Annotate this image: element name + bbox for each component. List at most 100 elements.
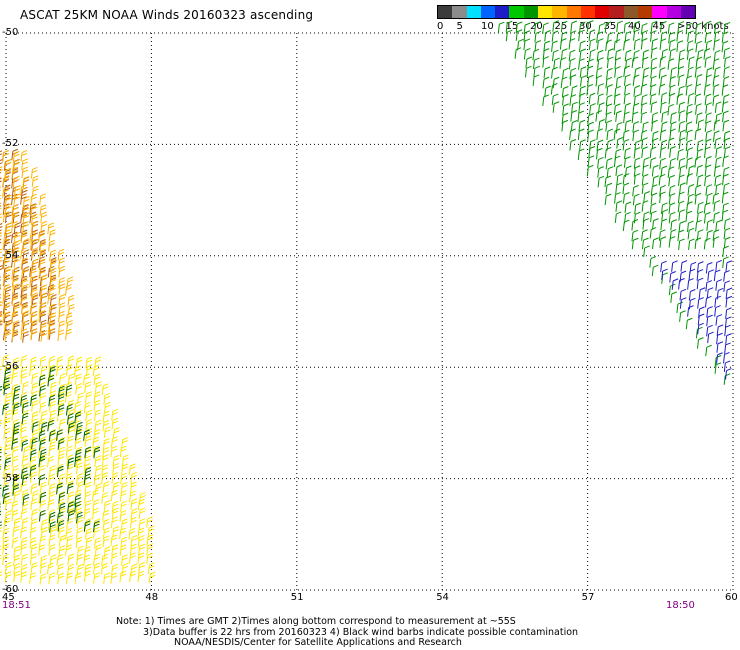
- wind-barb: [49, 312, 57, 324]
- wind-barb: [57, 385, 65, 398]
- wind-barb: [21, 401, 29, 414]
- wind-barb: [129, 570, 136, 582]
- wind-barb: [515, 29, 523, 41]
- wind-barb: [58, 320, 65, 332]
- wind-barb: [66, 535, 73, 547]
- wind-barb: [497, 21, 505, 34]
- wind-barb: [694, 66, 702, 78]
- wind-barb: [93, 391, 101, 403]
- wind-barb: [11, 204, 19, 216]
- wind-barb: [579, 139, 586, 151]
- wind-barb: [694, 192, 702, 205]
- wind-barb: [12, 402, 20, 415]
- wind-barb: [58, 257, 65, 270]
- wind-barb: [58, 418, 66, 431]
- wind-barb: [92, 520, 100, 533]
- wind-barb: [101, 492, 108, 504]
- wind-barb: [723, 218, 731, 230]
- wind-barb: [632, 129, 640, 142]
- wind-barb: [20, 328, 28, 340]
- wind-barb: [560, 20, 568, 33]
- colorbar-swatch: [480, 6, 496, 18]
- wind-barb: [92, 499, 100, 511]
- wind-barb: [83, 429, 90, 441]
- wind-barb: [712, 84, 720, 96]
- wind-barb: [11, 221, 18, 233]
- wind-barb: [633, 157, 641, 169]
- wind-barb: [13, 256, 21, 268]
- wind-barb: [11, 372, 18, 384]
- wind-barb: [660, 218, 668, 231]
- wind-barb: [67, 457, 74, 469]
- wind-barb: [67, 563, 74, 576]
- wind-barb: [578, 29, 585, 42]
- wind-barb: [102, 438, 110, 450]
- wind-barb: [688, 289, 696, 301]
- wind-barb: [624, 165, 632, 178]
- wind-barb: [22, 381, 29, 393]
- wind-barb: [578, 58, 585, 70]
- wind-barb: [13, 570, 20, 583]
- wind-barb: [39, 392, 46, 404]
- wind-barb: [553, 57, 560, 70]
- wind-barb: [102, 509, 109, 522]
- wind-barb: [523, 38, 531, 51]
- wind-barb: [0, 248, 3, 254]
- wind-barb: [56, 511, 64, 523]
- wind-barb: [74, 572, 82, 584]
- wind-barb: [623, 38, 630, 51]
- wind-barb: [29, 364, 36, 377]
- wind-barb: [120, 472, 127, 485]
- wind-barb: [613, 155, 621, 168]
- wind-barb: [3, 383, 11, 396]
- wind-barb: [634, 202, 641, 215]
- wind-barb: [643, 245, 650, 258]
- wind-barb: [633, 38, 641, 50]
- wind-barb: [2, 536, 10, 548]
- wind-barb: [57, 526, 65, 539]
- wind-barb: [689, 261, 697, 274]
- wind-barb: [4, 329, 12, 342]
- wind-barb: [11, 267, 19, 280]
- wind-barb: [4, 498, 12, 511]
- wind-barb: [21, 473, 29, 486]
- colorbar-label: 0: [437, 21, 444, 32]
- x-tick-label: 51: [290, 592, 304, 603]
- wind-barb: [12, 150, 20, 163]
- wind-barb: [652, 218, 659, 230]
- colorbar-swatch: [566, 6, 581, 18]
- wind-barb: [649, 93, 657, 105]
- wind-barb: [75, 356, 83, 369]
- wind-barb: [669, 146, 676, 158]
- wind-barb: [101, 383, 109, 395]
- wind-barb: [588, 38, 596, 50]
- wind-barb: [633, 211, 641, 224]
- wind-barb: [542, 22, 549, 34]
- wind-barb: [696, 269, 704, 281]
- wind-barb: [707, 331, 714, 344]
- wind-barb: [713, 269, 721, 282]
- wind-barb: [93, 562, 100, 575]
- wind-barb: [92, 507, 99, 520]
- wind-barb: [57, 393, 65, 405]
- wind-barb: [704, 295, 712, 308]
- wind-barb: [11, 409, 19, 421]
- wind-barb: [4, 571, 12, 583]
- wind-barb: [47, 499, 55, 511]
- wind-barb: [587, 129, 594, 142]
- wind-barb: [679, 270, 687, 283]
- wind-barb: [570, 120, 578, 132]
- wind-barb: [58, 277, 65, 289]
- wind-barb: [670, 291, 677, 303]
- wind-barb: [93, 474, 101, 486]
- wind-barb: [714, 137, 722, 149]
- wind-barb: [39, 481, 47, 494]
- wind-barb: [652, 175, 659, 187]
- wind-barb: [84, 481, 92, 494]
- wind-barb: [659, 157, 666, 170]
- wind-barbs: [0, 20, 733, 585]
- wind-barb: [724, 368, 732, 380]
- wind-barb: [20, 372, 28, 385]
- wind-barb: [632, 50, 640, 62]
- wind-barb: [31, 239, 38, 251]
